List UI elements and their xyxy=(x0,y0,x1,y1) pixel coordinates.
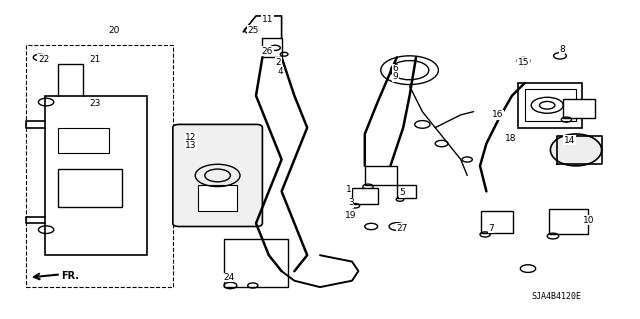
Text: 4: 4 xyxy=(278,67,283,76)
Text: 26: 26 xyxy=(262,47,273,56)
Text: 23: 23 xyxy=(89,99,100,108)
Bar xyxy=(224,239,288,287)
Text: 9: 9 xyxy=(393,72,398,81)
Text: 14: 14 xyxy=(564,136,575,145)
Bar xyxy=(525,89,576,121)
Text: 3: 3 xyxy=(348,198,353,207)
Text: 5: 5 xyxy=(399,189,404,197)
Bar xyxy=(58,169,122,207)
Bar xyxy=(352,188,378,204)
Bar xyxy=(198,185,237,211)
Text: 16: 16 xyxy=(492,110,504,119)
Text: 12: 12 xyxy=(185,133,196,142)
Text: SJA4B4120E: SJA4B4120E xyxy=(532,292,582,301)
Ellipse shape xyxy=(550,134,602,166)
Text: 10: 10 xyxy=(583,216,595,225)
Bar xyxy=(45,96,147,255)
Text: 13: 13 xyxy=(185,141,196,150)
Text: 27: 27 xyxy=(396,224,408,233)
Text: 22: 22 xyxy=(38,55,49,63)
Bar xyxy=(58,128,109,153)
Bar xyxy=(365,166,397,185)
Text: 11: 11 xyxy=(262,15,273,24)
Text: 2: 2 xyxy=(276,58,281,67)
Text: 20: 20 xyxy=(108,26,120,35)
Text: 6: 6 xyxy=(393,64,398,73)
Text: 15: 15 xyxy=(518,58,529,67)
Text: 1: 1 xyxy=(346,185,351,194)
Bar xyxy=(549,209,588,234)
Text: 19: 19 xyxy=(345,211,356,220)
Bar xyxy=(26,45,173,287)
FancyBboxPatch shape xyxy=(173,124,262,226)
Text: 25: 25 xyxy=(247,26,259,35)
Text: 21: 21 xyxy=(89,55,100,63)
Text: 7: 7 xyxy=(489,224,494,233)
Text: 8: 8 xyxy=(559,45,564,54)
Text: FR.: FR. xyxy=(61,271,79,281)
Bar xyxy=(518,83,582,128)
Text: 18: 18 xyxy=(505,134,516,143)
Bar xyxy=(563,99,595,118)
Bar xyxy=(481,211,513,233)
Bar xyxy=(397,185,416,198)
Text: 24: 24 xyxy=(223,273,235,282)
